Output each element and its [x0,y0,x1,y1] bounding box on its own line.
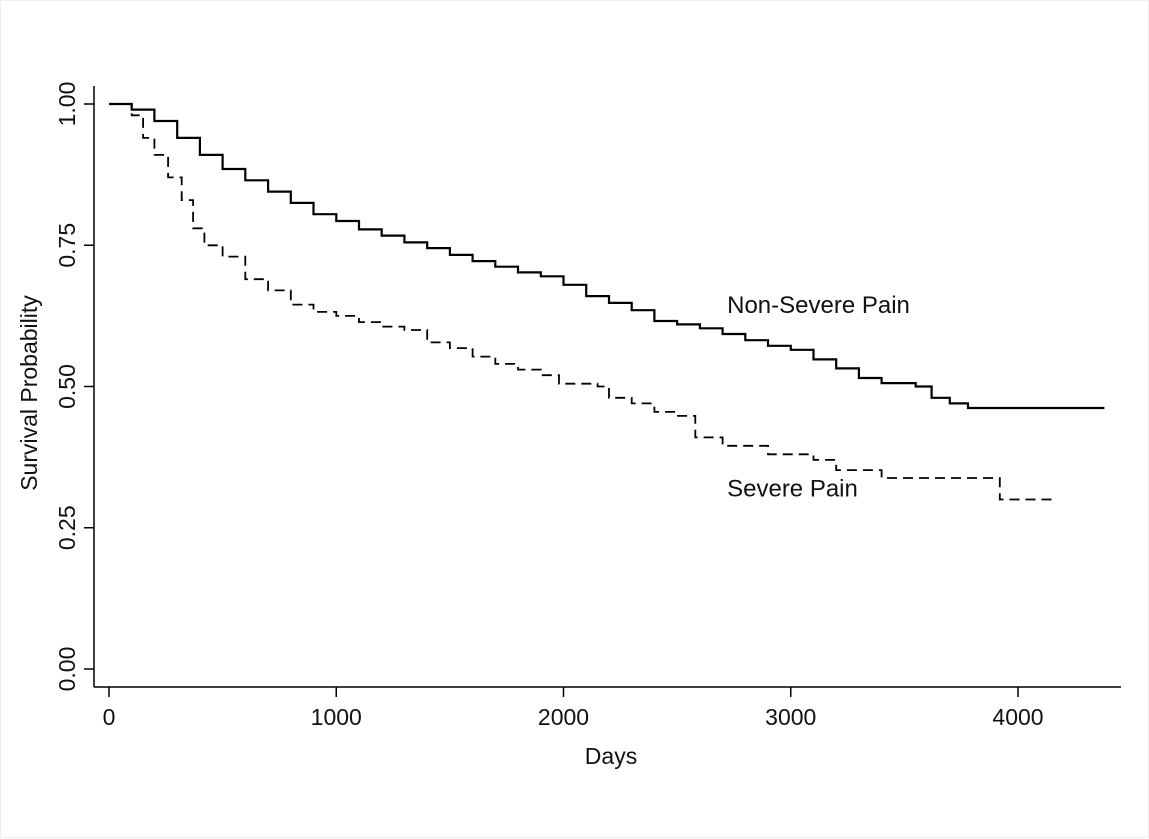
y-axis-title: Survival Probability [16,295,42,491]
y-ticks: 0.00 0.25 0.50 0.75 1.00 [54,82,94,692]
y-tick-label: 0.00 [54,647,80,692]
x-tick-label: 3000 [765,704,816,730]
non-severe-pain-label: Non-Severe Pain [727,292,910,319]
y-tick-label: 0.25 [54,505,80,550]
y-tick-label: 0.75 [54,223,80,268]
severe-pain-label: Severe Pain [727,476,858,503]
x-tick-label: 2000 [538,704,589,730]
non-severe-pain-curve [109,102,1105,410]
severe-pain-curve [109,103,1053,501]
x-axis-title: Days [585,743,637,769]
x-tick-label: 0 [103,704,116,730]
annotation-layer: Non-Severe Pain Severe Pain [727,292,910,503]
y-tick-label: 0.50 [54,364,80,409]
x-tick-label: 4000 [992,704,1043,730]
series-layer [109,102,1105,501]
y-tick-label: 1.00 [54,82,80,127]
axes: 0 1000 2000 3000 4000 0.00 0.25 0.50 0.75 1.00 [54,82,1121,730]
x-ticks: 0 1000 2000 3000 4000 [103,687,1044,730]
x-tick-label: 1000 [311,704,362,730]
